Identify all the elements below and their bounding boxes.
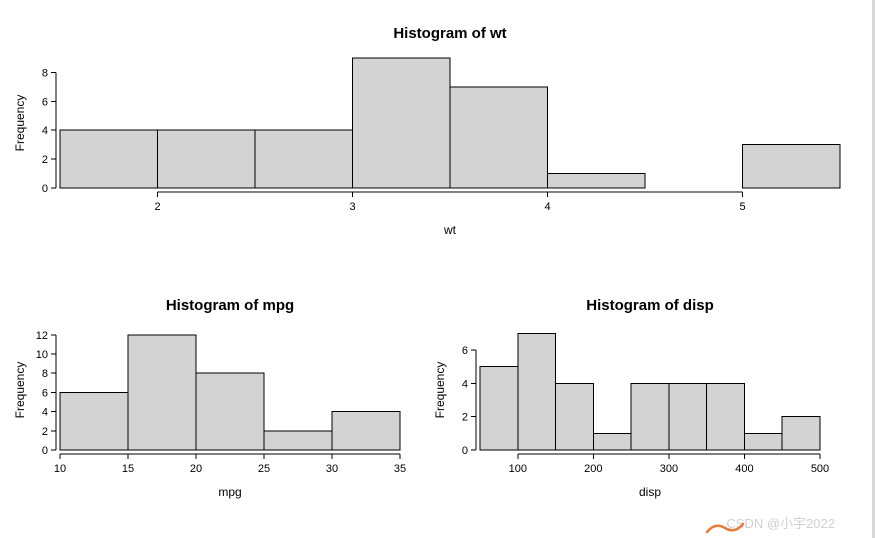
y-tick-label: 0 [462, 445, 468, 457]
y-tick-label: 6 [42, 96, 48, 108]
bar [353, 58, 451, 188]
y-tick-label: 0 [42, 183, 48, 195]
x-tick-label: 4 [544, 201, 550, 213]
bar [196, 373, 264, 450]
x-tick-label: 10 [54, 463, 66, 475]
bar [128, 335, 196, 450]
histogram-wt: 2 3 4 5 0 2 4 6 8 Histogram of wt wt Frequency [13, 25, 840, 237]
y-tick-label: 0 [42, 445, 48, 457]
histogram-mpg: 10 15 20 25 30 35 0 2 4 6 8 10 12 Histogram of mpg mpg… [13, 297, 406, 499]
bar [556, 383, 594, 450]
x-tick-label: 400 [735, 463, 753, 475]
bar [782, 417, 820, 450]
bar [60, 130, 158, 188]
bar [631, 383, 669, 450]
x-axis-label: mpg [218, 485, 241, 499]
bar [480, 367, 518, 450]
x-tick-label: 2 [154, 201, 160, 213]
bar [593, 433, 631, 450]
y-tick-label: 4 [42, 407, 48, 419]
y-tick-label: 4 [42, 125, 48, 137]
y-tick-label: 2 [42, 154, 48, 166]
y-tick-label: 2 [42, 426, 48, 438]
y-tick-label: 6 [462, 345, 468, 357]
x-tick-label: 3 [349, 201, 355, 213]
y-axis-label: Frequency [433, 362, 447, 419]
y-tick-label: 10 [36, 349, 48, 361]
bar [669, 383, 707, 450]
bar [707, 383, 745, 450]
bar [332, 412, 400, 450]
chart-canvas: 2 3 4 5 0 2 4 6 8 Histogram of wt wt Frequency 10 15 2… [0, 0, 875, 538]
x-axis-label: wt [443, 223, 457, 237]
x-tick-label: 300 [660, 463, 678, 475]
histogram-disp: 100 200 300 400 500 0 2 4 6 Histogram of disp disp… [433, 297, 829, 499]
x-tick-label: 20 [190, 463, 202, 475]
y-axis-label: Frequency [13, 362, 27, 419]
x-tick-label: 5 [739, 201, 745, 213]
chart-title: Histogram of mpg [166, 297, 294, 314]
x-tick-label: 25 [258, 463, 270, 475]
y-axis-label: Frequency [13, 95, 27, 152]
bar [255, 130, 353, 188]
bar [450, 87, 548, 188]
y-tick-label: 8 [42, 368, 48, 380]
bar [60, 392, 128, 450]
chart-title: Histogram of wt [393, 25, 506, 42]
y-tick-label: 4 [462, 378, 468, 390]
y-tick-label: 6 [42, 387, 48, 399]
x-axis-label: disp [639, 485, 661, 499]
y-tick-label: 12 [36, 330, 48, 342]
y-tick-label: 2 [462, 412, 468, 424]
bar [744, 433, 782, 450]
bar [548, 174, 646, 188]
annotation-squiggle [705, 518, 745, 536]
bar [158, 130, 256, 188]
x-tick-label: 15 [122, 463, 134, 475]
bar [743, 145, 841, 188]
x-tick-label: 200 [584, 463, 602, 475]
x-tick-label: 30 [326, 463, 338, 475]
x-tick-label: 100 [509, 463, 527, 475]
y-tick-label: 8 [42, 67, 48, 79]
bar [518, 333, 556, 450]
bar [264, 431, 332, 450]
x-tick-label: 500 [811, 463, 829, 475]
chart-title: Histogram of disp [586, 297, 714, 314]
x-tick-label: 35 [394, 463, 406, 475]
